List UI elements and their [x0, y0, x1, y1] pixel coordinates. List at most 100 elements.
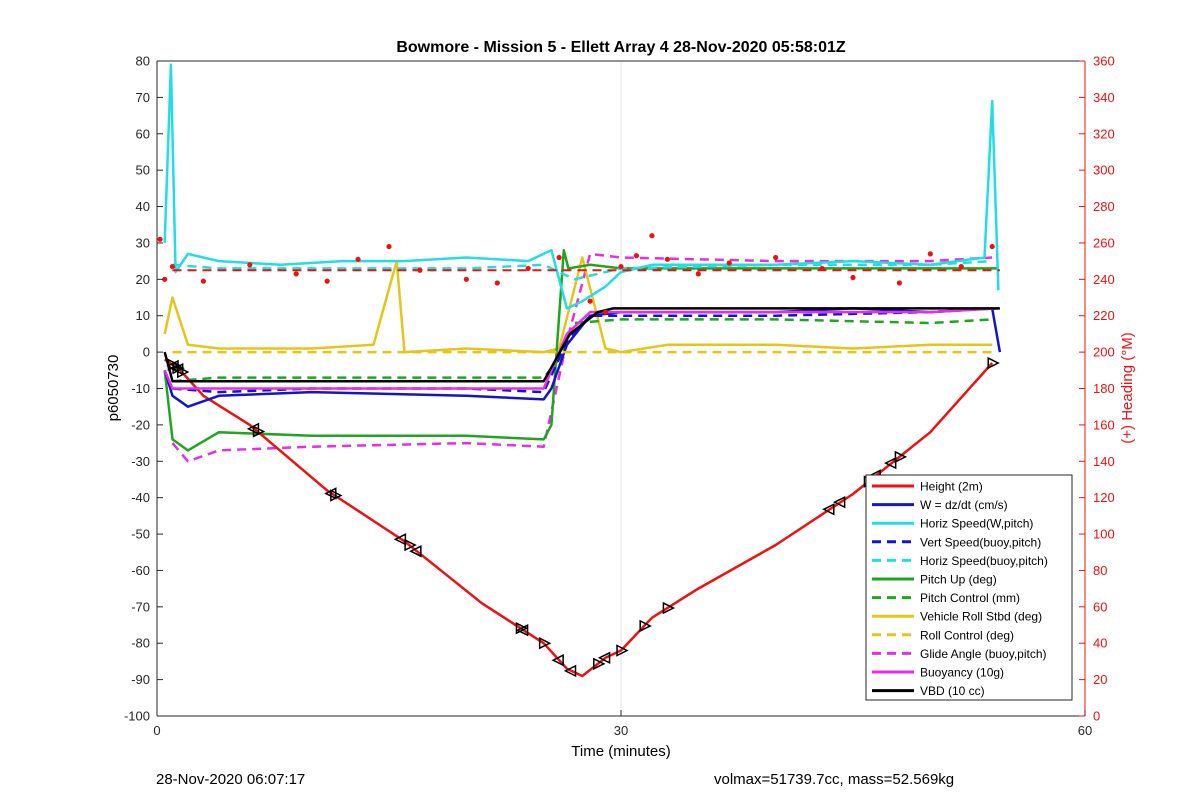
x-tick-label: 0 — [153, 723, 160, 738]
heading-point — [247, 262, 253, 268]
triangle-marker — [616, 644, 629, 657]
y-tick-label: 20 — [136, 272, 150, 287]
y-tick-label: 0 — [143, 345, 150, 360]
legend-box — [865, 474, 1073, 701]
heading-point — [618, 263, 624, 270]
heading-point — [896, 280, 903, 286]
triangle-marker — [987, 356, 1000, 370]
series-line-horiz-speed-w-pitch — [163, 63, 1000, 310]
legend-label: Vehicle Roll Stbd (deg) — [920, 610, 1042, 624]
triangle-marker — [246, 422, 260, 436]
series-line-pitch-up-deg — [163, 248, 999, 452]
heading-point — [927, 251, 933, 257]
legend-label: VBD (10 cc) — [920, 684, 985, 698]
heading-point — [989, 243, 995, 250]
x-tick-label: 60 — [1078, 723, 1092, 738]
heading-point — [773, 254, 779, 261]
heading-point — [695, 271, 701, 277]
y-tick-label: 80 — [136, 54, 150, 69]
y2-tick-label: 100 — [1093, 527, 1115, 542]
y2-tick-label: 240 — [1093, 272, 1115, 287]
y-tick-label: 60 — [136, 126, 150, 141]
y2-tick-label: 260 — [1093, 235, 1115, 250]
triangle-marker — [515, 623, 529, 637]
heading-point — [463, 276, 469, 282]
triangle-marker — [563, 664, 577, 678]
y-tick-label: -100 — [124, 709, 150, 724]
triangle-marker — [894, 450, 908, 464]
y-tick-label: -80 — [131, 636, 150, 651]
series-line-horiz-speed-buoy-pitch — [172, 259, 993, 281]
triangle-marker — [409, 545, 422, 558]
y2-tick-label: 160 — [1093, 417, 1115, 432]
triangle-marker — [597, 651, 611, 664]
triangle-marker — [662, 601, 676, 615]
y-tick-label: -90 — [131, 672, 150, 687]
heading-point — [200, 278, 206, 284]
heading-point — [633, 253, 640, 259]
heading-point — [556, 254, 562, 261]
y-tick-label: -60 — [131, 563, 150, 578]
y-tick-label: 70 — [136, 90, 150, 105]
series-line-vehicle-roll-stbd-deg — [163, 256, 993, 354]
triangle-marker — [832, 495, 846, 509]
footer-volmax-mass: volmax=51739.7cc, mass=52.569kg — [714, 771, 955, 788]
y-tick-label: -50 — [131, 527, 150, 542]
heading-point — [157, 236, 163, 242]
y2-axis-label: (+) Heading (°M) — [1119, 332, 1136, 443]
heading-point — [324, 278, 330, 284]
y2-tick-label: 120 — [1093, 490, 1115, 505]
y2-tick-label: 20 — [1093, 672, 1107, 687]
triangle-marker — [822, 503, 835, 516]
tick-labels: 80706050403020100-10-20-30-40-50-60-70-8… — [124, 54, 1115, 739]
heading-point — [819, 265, 825, 272]
y-axis-label: p6050730 — [105, 355, 122, 422]
series-line-vbd-10-cc — [163, 307, 1000, 383]
y2-tick-label: 280 — [1093, 199, 1115, 214]
heading-point — [664, 256, 671, 262]
y2-tick-label: 200 — [1093, 345, 1115, 360]
heading-point — [162, 276, 168, 282]
legend-label: Glide Angle (buoy,pitch) — [920, 647, 1047, 661]
chart-title: Bowmore - Mission 5 - Ellett Array 4 28-… — [396, 39, 846, 56]
x-tick-label: 30 — [614, 723, 628, 738]
heading-point — [355, 256, 361, 262]
y-tick-label: -30 — [131, 454, 150, 469]
y-tick-label: -10 — [131, 381, 150, 396]
heading-point — [649, 233, 655, 239]
triangle-marker — [515, 621, 529, 635]
legend-label: Pitch Control (mm) — [920, 591, 1020, 605]
legend-label: Horiz Speed(W,pitch) — [920, 517, 1033, 531]
legend-label: Height (2m) — [920, 480, 983, 494]
y2-tick-label: 60 — [1093, 599, 1107, 614]
data-series — [157, 63, 1002, 678]
series-line-glide-angle-buoy-pitch — [171, 252, 993, 463]
heading-point — [293, 271, 299, 277]
triangle-marker — [883, 456, 897, 470]
heading-point — [587, 298, 593, 304]
legend-label: W = dz/dt (cm/s) — [920, 498, 1008, 512]
y2-tick-label: 300 — [1093, 163, 1115, 178]
y-tick-label: 40 — [136, 199, 150, 214]
triangle-marker — [393, 533, 407, 546]
footer-timestamp: 28-Nov-2020 06:07:17 — [156, 771, 306, 788]
heading-point — [494, 280, 500, 286]
heading-point — [726, 260, 732, 266]
legend-label: Vert Speed(buoy,pitch) — [920, 535, 1041, 549]
triangle-marker — [538, 637, 552, 650]
triangle-marker — [639, 619, 652, 633]
y2-tick-label: 0 — [1093, 709, 1100, 724]
series-line-height-2m — [163, 358, 994, 678]
y2-tick-label: 320 — [1093, 126, 1115, 141]
x-axis-label: Time (minutes) — [571, 743, 670, 760]
triangle-marker — [324, 487, 337, 500]
triangle-markers — [166, 356, 1000, 678]
y2-tick-label: 140 — [1093, 454, 1115, 469]
heading-point — [602, 309, 609, 315]
legend: Height (2m) W = dz/dt (cm/s) Horiz Speed(W… — [865, 474, 1073, 701]
y-tick-label: -70 — [131, 599, 150, 614]
y-tick-label: 30 — [136, 235, 150, 250]
legend-label: Roll Control (deg) — [920, 628, 1014, 642]
heading-point — [169, 263, 176, 270]
